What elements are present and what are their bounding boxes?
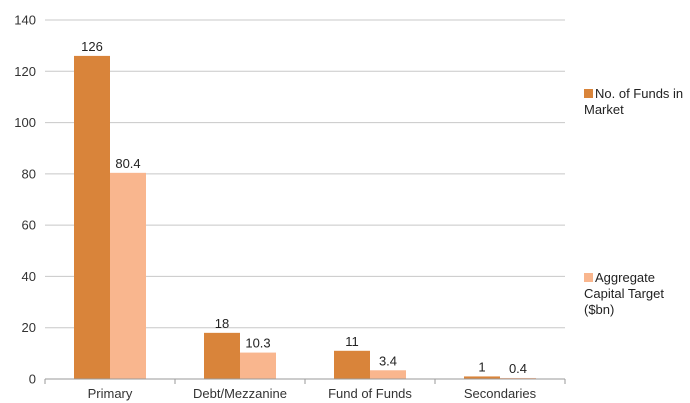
- data-label: 3.4: [379, 353, 397, 368]
- y-axis-ticks: 0 20 40 60 80 100 120 140: [14, 13, 36, 387]
- bars: [74, 55, 536, 380]
- y-tick-label: 0: [29, 372, 36, 387]
- x-tick-label: Secondaries: [464, 386, 537, 401]
- bar-funds: [334, 350, 370, 379]
- y-tick-label: 60: [22, 218, 36, 233]
- y-tick-label: 80: [22, 166, 36, 181]
- data-label: 11: [345, 334, 359, 349]
- y-tick-label: 100: [14, 115, 36, 130]
- bar-capital: [240, 352, 276, 379]
- bar-funds: [74, 55, 110, 380]
- y-tick-label: 140: [14, 13, 36, 28]
- y-tick-label: 20: [22, 320, 36, 335]
- bar-capital: [110, 172, 146, 379]
- data-label: 0.4: [509, 361, 527, 376]
- legend-label-capital: Aggregate Capital Target ($bn): [584, 270, 664, 317]
- bar-capital: [500, 377, 536, 379]
- legend-item-funds: No. of Funds in Market: [584, 86, 684, 118]
- legend-swatch-funds: [584, 89, 593, 98]
- legend-swatch-capital: [584, 273, 593, 282]
- x-tick-label: Primary: [88, 386, 133, 401]
- data-label: 1: [478, 359, 485, 374]
- x-axis: Primary Debt/Mezzanine Fund of Funds Second…: [44, 378, 566, 401]
- legend-label-funds: No. of Funds in Market: [584, 86, 684, 117]
- x-tick-label: Fund of Funds: [328, 386, 412, 401]
- legend-item-capital: Aggregate Capital Target ($bn): [584, 270, 684, 318]
- bar-funds: [204, 332, 240, 379]
- data-label: 10.3: [245, 336, 270, 351]
- x-tick-label: Debt/Mezzanine: [193, 386, 287, 401]
- bar-funds: [464, 376, 500, 379]
- data-label: 18: [215, 316, 229, 331]
- y-tick-label: 40: [22, 269, 36, 284]
- data-label: 80.4: [115, 156, 140, 171]
- bar-capital: [370, 370, 406, 379]
- y-tick-label: 120: [14, 64, 36, 79]
- data-label: 126: [81, 39, 103, 54]
